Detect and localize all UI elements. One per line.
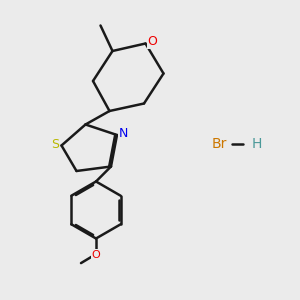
Text: Br: Br	[211, 137, 227, 151]
Text: S: S	[51, 138, 59, 151]
Text: N: N	[119, 127, 128, 140]
Text: H: H	[251, 137, 262, 151]
Text: O: O	[92, 250, 100, 260]
Text: O: O	[147, 35, 157, 49]
